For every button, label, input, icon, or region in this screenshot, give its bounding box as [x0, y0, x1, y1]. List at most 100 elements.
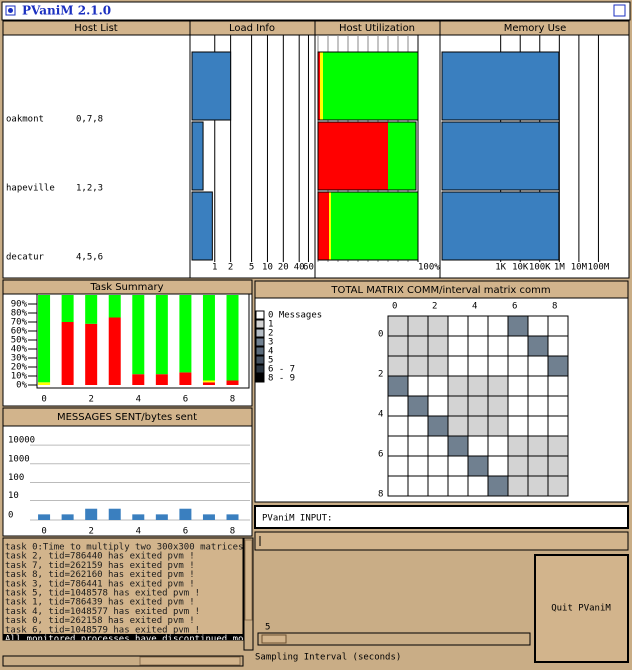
slider-label: Sampling Interval (seconds) [255, 653, 401, 663]
matrix-cell [387, 315, 409, 337]
task-segment [226, 295, 239, 381]
matrix-cell [507, 335, 529, 357]
legend-label: 2 [268, 329, 273, 339]
matrix-cell [547, 435, 569, 457]
legend-swatch [255, 310, 265, 320]
message-bar [179, 508, 192, 520]
host-name: oakmont [6, 115, 44, 125]
legend-label: 4 [268, 347, 273, 357]
x-tick-label: 5 [249, 263, 254, 273]
y-tick-label: 70% [11, 318, 28, 328]
title-bar [1, 1, 631, 21]
matrix-cell [447, 455, 469, 477]
matrix-cell [547, 475, 569, 497]
matrix-cell [527, 455, 549, 477]
task-segment [85, 295, 98, 324]
matrix-cell [387, 395, 409, 417]
load-bar [191, 191, 213, 261]
matrix-cell [547, 375, 569, 397]
task-segment [202, 382, 215, 385]
y-tick-label: 4 [378, 410, 383, 420]
plot-frame [36, 293, 250, 389]
matrix-cell [487, 415, 509, 437]
matrix-cell [387, 455, 409, 477]
x-tick-label: 6 [183, 527, 188, 537]
utilization-segment [318, 52, 320, 120]
task-segment [108, 317, 121, 385]
slider-trough[interactable] [257, 632, 531, 646]
log-line: task 4, tid=1048577 has exited pvm ! [5, 607, 200, 617]
matrix-title: TOTAL MATRIX COMM/interval matrix comm [330, 285, 550, 296]
legend-swatch [255, 364, 265, 374]
y-tick-label: 100 [8, 473, 24, 483]
matrix-cell [487, 315, 509, 337]
matrix-cell [507, 435, 529, 457]
legend-label: 0 Messages [268, 311, 322, 321]
matrix-cell [407, 395, 429, 417]
host-name: decatur [6, 253, 45, 263]
matrix-cell [527, 375, 549, 397]
matrix-cell [467, 415, 489, 437]
x-tick-label: 6 [183, 395, 188, 405]
log-highlight [3, 634, 243, 640]
column-header: Host Utilization [339, 23, 415, 34]
utilization-segment [323, 52, 418, 120]
quit-button[interactable] [534, 554, 629, 663]
x-tick-label: 8 [230, 395, 235, 405]
message-bar [108, 508, 121, 520]
matrix-cell [547, 355, 569, 377]
task-segment [155, 295, 168, 375]
log-line: task 0, tid=262158 has exited pvm ! [5, 616, 195, 626]
memory-bar [441, 191, 560, 261]
log-vscroll-thumb[interactable] [244, 539, 253, 621]
matrix-cell [507, 415, 529, 437]
matrix-cell [387, 375, 409, 397]
utilization-segment [329, 192, 331, 260]
matrix-cell [547, 455, 569, 477]
x-tick-label: 2 [432, 302, 437, 312]
slider-thumb[interactable] [261, 634, 287, 644]
matrix-cell [447, 355, 469, 377]
matrix-cell [407, 455, 429, 477]
input-field[interactable] [254, 531, 629, 551]
x-tick-label: 2 [228, 263, 233, 273]
utilization-frame [317, 191, 419, 261]
matrix-cell [407, 335, 429, 357]
log-hscroll-thumb[interactable] [139, 656, 241, 666]
matrix-cell [487, 395, 509, 417]
task-segment [202, 295, 215, 381]
message-bar [85, 508, 98, 520]
log-hscroll[interactable] [2, 655, 244, 667]
message-bar [155, 514, 168, 520]
quit-button-label[interactable]: Quit PVaniM [551, 604, 611, 614]
x-tick-label: 6 [512, 302, 517, 312]
maximize-button[interactable] [613, 4, 626, 17]
task-segment [85, 323, 98, 385]
host-header [2, 20, 630, 36]
task-segment [179, 295, 192, 373]
x-tick-label: 8 [552, 302, 557, 312]
y-tick-label: 0 [8, 511, 13, 521]
matrix-cell [487, 475, 509, 497]
host-tasks: 4,5,6 [76, 253, 103, 263]
log-line: task 7, tid=262159 has exited pvm ! [5, 561, 195, 571]
matrix-cell [447, 475, 469, 497]
memory-bar [441, 121, 560, 191]
legend-label: 8 - 9 [268, 374, 295, 384]
matrix-cell [427, 395, 449, 417]
matrix-cell [427, 375, 449, 397]
task-segment [132, 295, 145, 375]
matrix-cell [527, 335, 549, 357]
matrix-cell [407, 415, 429, 437]
matrix-cell [467, 455, 489, 477]
column-header: Host List [74, 23, 118, 34]
x-tick-label: 10 [262, 263, 273, 273]
window-icon[interactable] [5, 5, 16, 16]
matrix-cell [387, 415, 409, 437]
y-tick-label: 90% [11, 300, 28, 310]
matrix-cell [527, 395, 549, 417]
matrix-cell [447, 395, 469, 417]
matrix-cell [487, 375, 509, 397]
legend-swatch [255, 328, 265, 338]
